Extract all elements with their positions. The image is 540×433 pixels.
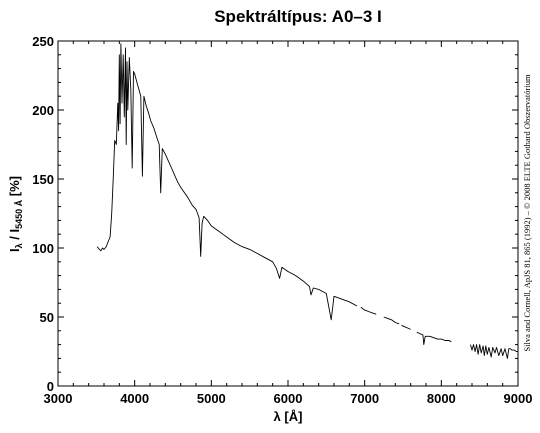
y-tick-label: 200 <box>32 103 54 118</box>
x-tick-label: 5000 <box>197 391 226 406</box>
y-axis: 0 50 100 150 200 250 <box>32 34 518 394</box>
y-tick-label: 250 <box>32 34 54 49</box>
chart-title: Spektráltípus: A0–3 I <box>214 7 382 26</box>
spectrum-line-segment <box>416 331 452 346</box>
credit-text: Silva and Cornell, ApJS 81, 865 (1992) –… <box>522 74 532 352</box>
spectrum-series <box>96 43 518 359</box>
x-tick-label: 8000 <box>427 391 456 406</box>
y-tick-label: 150 <box>32 172 54 187</box>
x-axis-label: λ [Å] <box>274 409 303 424</box>
y-tick-label: 0 <box>47 379 54 394</box>
y-tick-label: 50 <box>40 310 54 325</box>
x-tick-label: 4000 <box>120 391 149 406</box>
y-tick-label: 100 <box>32 241 54 256</box>
spectrum-line-segment <box>96 43 358 321</box>
spectrum-line-segment <box>360 306 377 315</box>
x-tick-label: 6000 <box>274 391 303 406</box>
y-axis-label: Iλ / I5450 Å [%] <box>7 176 24 252</box>
spectrum-line-segment <box>401 324 411 330</box>
x-tick-label: 7000 <box>350 391 379 406</box>
plot-frame <box>57 40 519 387</box>
spectrum-line-segment <box>383 316 400 325</box>
x-tick-label: 3000 <box>44 391 73 406</box>
x-axis: 3000 4000 5000 6000 7000 8000 9000 <box>44 41 533 406</box>
x-tick-label: 9000 <box>504 391 533 406</box>
spectrum-line-segment <box>470 344 518 359</box>
